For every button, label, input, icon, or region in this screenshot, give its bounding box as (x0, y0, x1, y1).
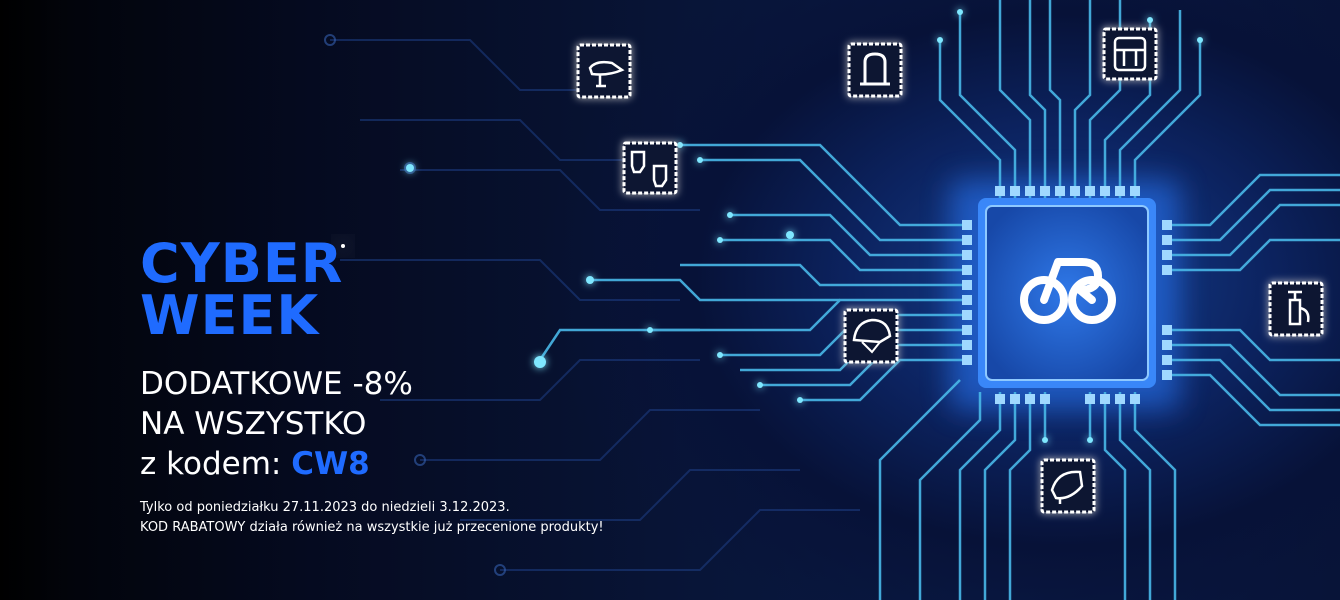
accessory-icon-tiles (576, 27, 1324, 514)
pump-icon (1268, 281, 1324, 337)
helmet-icon (843, 308, 899, 364)
terms-text: Tylko od poniedziałku 27.11.2023 do nied… (140, 498, 604, 538)
bag-icon (1102, 27, 1158, 81)
bell-icon (1040, 458, 1096, 514)
terms-note: KOD RABATOWY działa również na wszystkie… (140, 520, 604, 535)
offer-text: DODATKOWE -8% NA WSZYSTKO z kodem: CW8 (140, 364, 413, 484)
circuit-nodes (406, 9, 1203, 443)
chip-pins (962, 186, 1172, 404)
bike-lock-icon (847, 42, 903, 98)
headline-line-week: WEEK (140, 284, 320, 347)
discount-code: CW8 (291, 446, 370, 482)
offer-code-line: z kodem: CW8 (140, 444, 413, 484)
headline: CYBER WEEK (140, 232, 344, 347)
offer-scope: NA WSZYSTKO (140, 406, 367, 442)
sparkle-icon (337, 240, 349, 252)
saddle-icon (576, 43, 632, 99)
bike-logo-icon (1020, 258, 1116, 324)
terms-dates: Tylko od poniedziałku 27.11.2023 do nied… (140, 500, 510, 515)
offer-discount: DODATKOWE -8% (140, 366, 413, 402)
headline-line-cyber: CYBER (140, 232, 344, 295)
gloves-icon (622, 141, 678, 195)
circuit-traces (538, 0, 1340, 600)
faint-traces (330, 39, 860, 571)
offer-code-prefix: z kodem: (140, 446, 292, 482)
processor-chip (978, 198, 1156, 388)
